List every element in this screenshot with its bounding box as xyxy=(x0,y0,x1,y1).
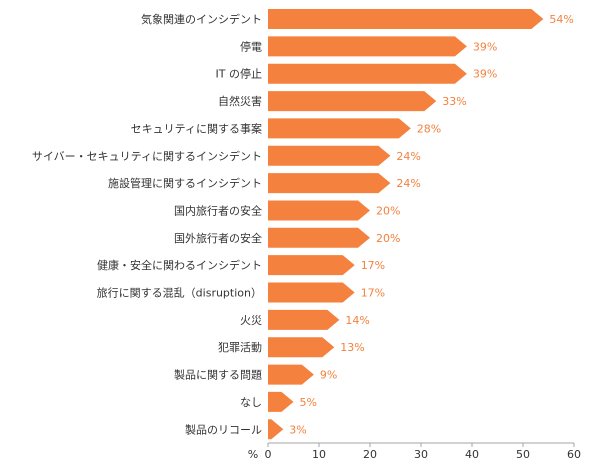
category-label-6: 施設管理に関するインシデント xyxy=(108,176,262,190)
value-label-5: 24% xyxy=(396,150,420,163)
category-label-14: なし xyxy=(240,396,262,409)
bar-5 xyxy=(268,145,391,166)
x-tick-label-1: 10 xyxy=(312,448,326,461)
category-label-11: 火災 xyxy=(240,314,262,327)
category-label-5: サイバー・セキュリティに関するインシデント xyxy=(32,149,262,163)
category-label-8: 国外旅行者の安全 xyxy=(174,231,262,245)
bar-15 xyxy=(268,419,284,440)
category-label-4: セキュリティに関する事案 xyxy=(131,121,262,135)
bar-13 xyxy=(268,364,314,385)
value-label-11: 14% xyxy=(345,314,369,327)
bar-1 xyxy=(268,36,467,57)
category-label-12: 犯罪活動 xyxy=(218,340,262,354)
category-label-1: 停電 xyxy=(240,39,262,53)
value-label-6: 24% xyxy=(396,177,420,190)
x-tick-label-4: 40 xyxy=(465,448,479,461)
category-label-9: 健康・安全に関わるインシデント xyxy=(97,258,262,272)
bar-0 xyxy=(268,9,544,29)
x-unit-label: % xyxy=(248,448,258,461)
bar-2 xyxy=(268,63,467,84)
value-label-2: 39% xyxy=(473,68,497,81)
value-label-9: 17% xyxy=(361,259,385,272)
category-label-3: 自然災害 xyxy=(218,94,262,108)
bars-layer xyxy=(268,9,544,440)
bar-8 xyxy=(268,227,370,248)
category-label-10: 旅行に関する混乱（disruption） xyxy=(97,286,262,300)
x-tick-label-0: 0 xyxy=(265,448,272,461)
value-label-0: 54% xyxy=(549,13,573,26)
value-label-1: 39% xyxy=(473,40,497,53)
value-label-12: 13% xyxy=(340,341,364,354)
category-label-15: 製品のリコール xyxy=(185,422,262,436)
bar-9 xyxy=(268,255,355,276)
bar-12 xyxy=(268,337,335,358)
value-label-8: 20% xyxy=(376,232,400,245)
bar-3 xyxy=(268,91,437,112)
category-label-0: 気象関連のインシデント xyxy=(141,12,262,26)
value-label-14: 5% xyxy=(300,396,317,409)
value-label-4: 28% xyxy=(417,122,441,135)
x-axis: 0 10 20 30 40 50 60% xyxy=(248,442,581,461)
value-label-3: 33% xyxy=(442,95,466,108)
value-label-13: 9% xyxy=(320,369,337,382)
x-tick-label-6: 60 xyxy=(567,448,581,461)
bar-4 xyxy=(268,118,411,139)
x-tick-label-3: 30 xyxy=(414,448,428,461)
bar-10 xyxy=(268,282,355,303)
value-labels-layer: 54% 39% 39% 33% 28% 24% 24% 20% 20% 17% 17% 14% 13% 9… xyxy=(289,13,574,436)
category-label-7: 国内旅行者の安全 xyxy=(174,203,262,217)
bar-6 xyxy=(268,173,391,194)
category-label-13: 製品に関する問題 xyxy=(174,368,262,382)
x-tick-label-5: 50 xyxy=(516,448,530,461)
bar-14 xyxy=(268,391,294,412)
value-label-7: 20% xyxy=(376,204,400,217)
value-label-15: 3% xyxy=(289,423,306,436)
category-label-2: IT の停止 xyxy=(216,67,262,81)
x-tick-label-2: 20 xyxy=(363,448,377,461)
bar-11 xyxy=(268,309,340,330)
bar-7 xyxy=(268,200,370,221)
value-label-10: 17% xyxy=(361,287,385,300)
